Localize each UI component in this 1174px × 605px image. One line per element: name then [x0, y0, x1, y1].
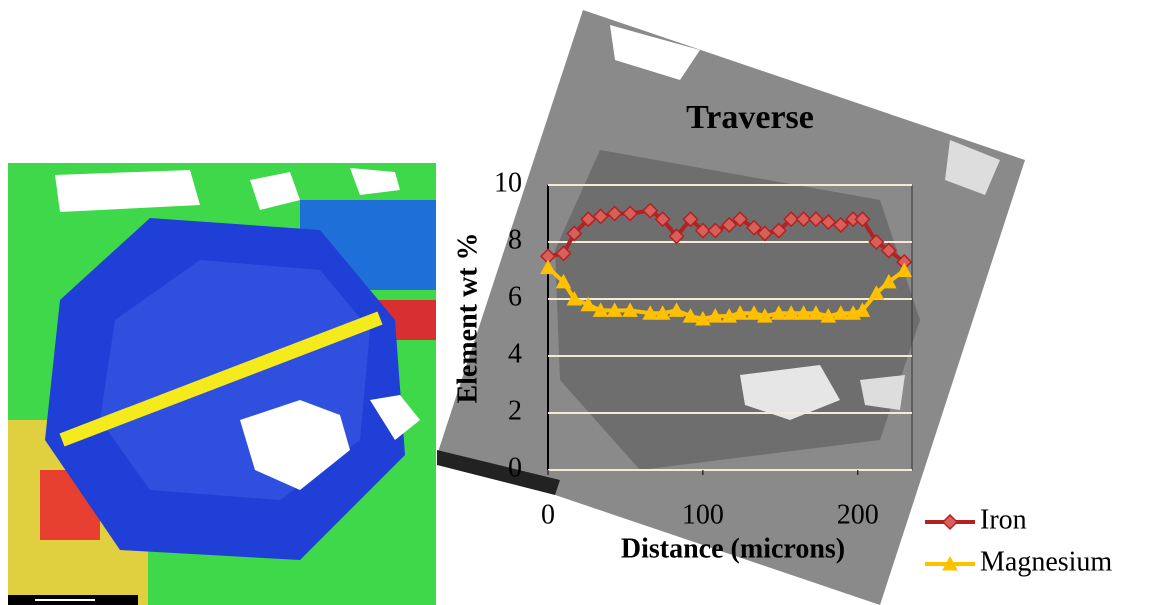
legend-label: Iron [980, 504, 1027, 535]
x-tick-label: 0 [541, 499, 555, 530]
legend-label: Magnesium [980, 546, 1112, 577]
x-tick-label: 100 [682, 499, 724, 530]
x-tick-label: 200 [837, 499, 879, 530]
y-tick-label: 8 [508, 224, 522, 255]
false-color-image [8, 163, 436, 605]
y-tick-label: 6 [508, 281, 522, 312]
y-tick-label: 4 [508, 338, 522, 369]
chart-title: Traverse [686, 99, 814, 136]
x-axis-title: Distance (microns) [621, 533, 845, 564]
y-tick-label: 0 [508, 452, 522, 483]
y-tick-label: 10 [494, 167, 522, 198]
y-axis-title: Element wt % [452, 232, 483, 403]
page: Traverse Distance (microns) Element wt %… [0, 0, 1174, 605]
marker [943, 515, 957, 529]
y-tick-label: 2 [508, 395, 522, 426]
